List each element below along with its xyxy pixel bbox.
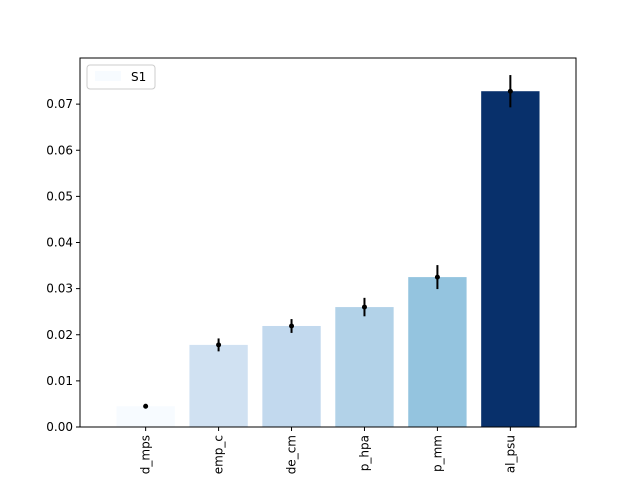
data-point [434,274,440,280]
x-axis: d_mps emp_c de_cm p_hpa p_mm al_psu [139,427,517,474]
y-tick-label: 0.05 [46,189,73,203]
y-tick-label: 0.06 [46,143,73,157]
y-tick-label: 0.04 [46,236,73,250]
x-tick-label: p_mm [430,435,444,472]
bar [481,91,540,428]
x-tick-label: emp_c [212,435,226,474]
x-tick-label: p_hpa [357,435,371,471]
data-point [507,88,513,94]
bar [408,277,467,427]
bar [335,307,394,427]
x-tick-label: al_psu [503,435,517,473]
bar [116,406,175,427]
plot-frame [79,57,577,428]
y-tick-label: 0.07 [46,97,73,111]
data-point [143,403,149,409]
data-point [216,342,222,348]
y-tick-label: 0.03 [46,282,73,296]
bars-group [116,91,540,428]
data-point [289,323,295,329]
y-tick-label: 0.01 [46,374,73,388]
error-bars-group [143,75,513,409]
legend-label: S1 [131,70,146,84]
y-axis: 0.00 0.01 0.02 0.03 0.04 0.05 0.06 0.07 [46,97,80,434]
x-tick-label: de_cm [285,435,299,474]
y-tick-label: 0.02 [46,328,73,342]
legend: S1 [86,64,156,90]
y-tick-label: 0.00 [46,420,73,434]
bar [262,325,321,427]
legend-swatch [95,71,121,81]
x-tick-label: d_mps [139,435,153,474]
data-point [361,304,367,310]
bar [189,344,248,427]
